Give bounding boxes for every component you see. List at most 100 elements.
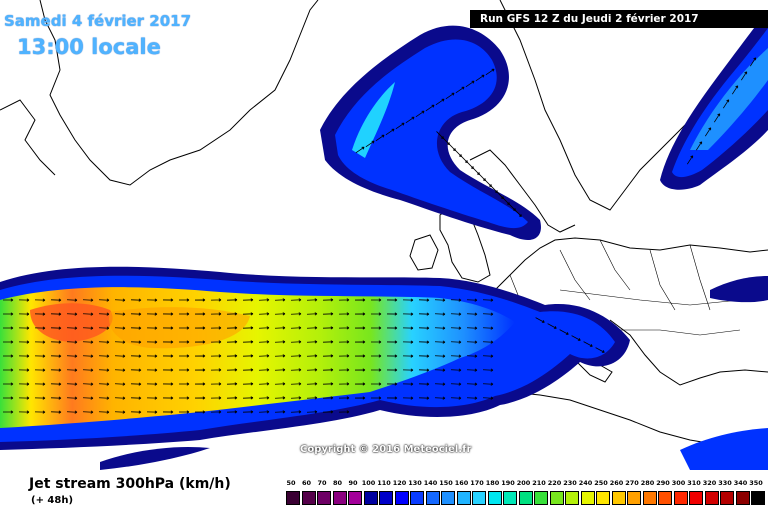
wind-arrow bbox=[386, 354, 398, 358]
wind-arrow bbox=[450, 368, 462, 372]
wind-arrow bbox=[482, 340, 494, 344]
norway-coast bbox=[469, 149, 576, 233]
wind-arrow bbox=[242, 382, 254, 386]
wind-arrow bbox=[306, 368, 318, 372]
wind-arrow bbox=[194, 326, 206, 330]
wind-arrow bbox=[450, 298, 462, 302]
wind-arrow bbox=[306, 326, 318, 330]
wind-arrow bbox=[434, 382, 446, 386]
wind-arrow bbox=[226, 410, 238, 414]
wind-arrow bbox=[354, 298, 366, 302]
wind-arrow bbox=[258, 312, 270, 316]
wind-arrow bbox=[194, 298, 206, 302]
wind-arrow bbox=[130, 340, 142, 344]
wind-arrow bbox=[258, 382, 270, 386]
wind-arrow bbox=[82, 312, 94, 316]
wind-arrow bbox=[194, 396, 206, 400]
wind-arrow bbox=[226, 312, 238, 316]
scale-swatch-260 bbox=[611, 491, 626, 505]
scale-label-260: 260 bbox=[609, 479, 624, 487]
wind-arrow bbox=[322, 410, 334, 414]
wind-arrow bbox=[146, 298, 158, 302]
wind-arrow bbox=[210, 382, 222, 386]
wind-arrow bbox=[34, 298, 46, 302]
wind-arrow bbox=[178, 340, 190, 344]
wind-arrow bbox=[386, 298, 398, 302]
scale-swatch-150 bbox=[441, 491, 455, 505]
wind-arrow bbox=[130, 354, 142, 358]
wind-arrow bbox=[210, 410, 222, 414]
wind-arrow bbox=[178, 368, 190, 372]
wind-arrow bbox=[226, 340, 238, 344]
wind-arrow bbox=[162, 396, 174, 400]
wind-arrow bbox=[418, 354, 430, 358]
scale-swatch-50 bbox=[286, 491, 300, 505]
wind-arrow bbox=[713, 113, 721, 123]
wind-arrow bbox=[274, 326, 286, 330]
wind-arrow bbox=[418, 382, 430, 386]
wind-arrow bbox=[322, 298, 334, 302]
wind-arrow bbox=[2, 368, 14, 372]
wind-arrow bbox=[395, 122, 405, 130]
wind-arrow bbox=[2, 410, 14, 414]
wind-arrow bbox=[722, 99, 730, 109]
wind-arrow bbox=[306, 410, 318, 414]
wind-arrow bbox=[482, 298, 494, 302]
wind-arrow bbox=[386, 340, 398, 344]
jet-east-band bbox=[710, 276, 768, 303]
wind-arrow bbox=[354, 368, 366, 372]
scale-label-50: 50 bbox=[286, 479, 296, 487]
wind-arrow bbox=[50, 340, 62, 344]
wind-arrow bbox=[370, 312, 382, 316]
wind-arrow bbox=[274, 312, 286, 316]
wind-arrow bbox=[749, 57, 757, 67]
wind-arrow bbox=[210, 298, 222, 302]
wind-arrow bbox=[34, 326, 46, 330]
wind-arrow bbox=[194, 354, 206, 358]
wind-arrow bbox=[98, 396, 110, 400]
scale-swatch-270 bbox=[627, 491, 641, 505]
wind-arrow bbox=[482, 354, 494, 358]
wind-arrow bbox=[402, 382, 414, 386]
scale-label-280: 280 bbox=[640, 479, 655, 487]
wind-arrow bbox=[162, 382, 174, 386]
scale-label-350: 350 bbox=[749, 479, 763, 487]
wind-arrow bbox=[98, 340, 110, 344]
wind-arrow bbox=[482, 312, 494, 316]
wind-arrow bbox=[82, 396, 94, 400]
scale-label-320: 320 bbox=[702, 479, 717, 487]
wind-arrow bbox=[178, 382, 190, 386]
wind-arrow bbox=[210, 340, 222, 344]
wind-arrow bbox=[450, 382, 462, 386]
forecast-date: Samedi 4 février 2017 bbox=[4, 12, 192, 30]
wind-arrow bbox=[386, 326, 398, 330]
wind-arrow bbox=[226, 396, 238, 400]
scale-label-300: 300 bbox=[671, 479, 686, 487]
wind-arrow bbox=[66, 382, 78, 386]
wind-arrow bbox=[210, 354, 222, 358]
wind-arrow bbox=[466, 312, 478, 316]
wind-arrow bbox=[466, 354, 478, 358]
wind-arrow bbox=[66, 368, 78, 372]
scale-swatch-170 bbox=[472, 491, 486, 505]
wind-arrow bbox=[66, 312, 78, 316]
jet-main-band bbox=[0, 266, 630, 450]
wind-arrow bbox=[402, 326, 414, 330]
wind-arrow bbox=[242, 410, 254, 414]
wind-arrow bbox=[418, 340, 430, 344]
scale-label-180: 180 bbox=[485, 479, 500, 487]
scale-label-220: 220 bbox=[547, 479, 562, 487]
north-hook-cyan bbox=[352, 82, 395, 158]
scale-swatch-80 bbox=[332, 491, 347, 505]
wind-arrow bbox=[434, 298, 446, 302]
scale-label-340: 340 bbox=[733, 479, 748, 487]
wind-arrow bbox=[482, 396, 494, 400]
wind-arrow bbox=[34, 410, 46, 414]
wind-arrow bbox=[258, 340, 270, 344]
wind-arrow bbox=[82, 298, 94, 302]
scale-swatch-340 bbox=[735, 491, 750, 505]
scale-label-90: 90 bbox=[348, 479, 358, 487]
wind-arrow bbox=[354, 326, 366, 330]
wind-arrow bbox=[82, 382, 94, 386]
wind-arrow bbox=[338, 368, 350, 372]
